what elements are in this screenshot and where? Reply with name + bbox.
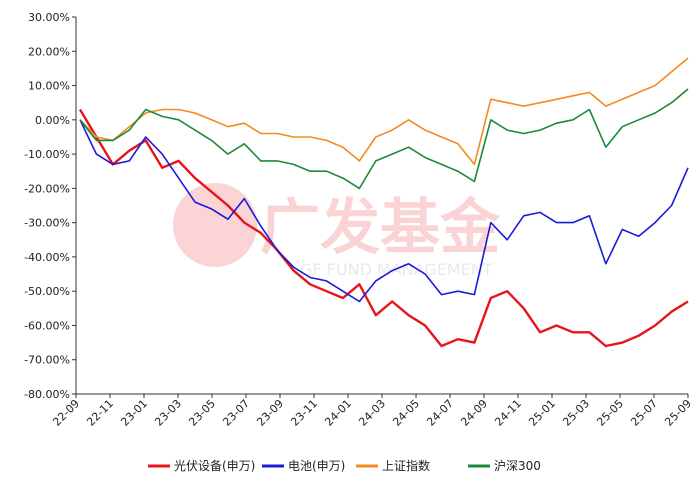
series-line	[78, 108, 689, 348]
x-tick-label: 23-01	[118, 397, 150, 429]
legend-label: 沪深300	[494, 459, 541, 473]
watermark: 广发基金 GF FUND MANAGEMENT	[173, 183, 501, 279]
x-tick-label: 24-11	[492, 397, 524, 429]
watermark-cn: 广发基金	[260, 193, 501, 263]
series-line	[79, 88, 689, 190]
legend-label: 光伏设备(申万)	[174, 459, 255, 473]
watermark-logo-icon	[173, 183, 257, 267]
y-tick-label: -70.00%	[24, 354, 70, 367]
y-tick-label: -40.00%	[24, 251, 70, 264]
x-tick-label: 25-07	[628, 397, 660, 429]
x-tick-label: 22-09	[50, 397, 82, 429]
series-line	[79, 119, 689, 303]
x-tick-label: 24-03	[356, 397, 388, 429]
y-tick-label: -60.00%	[24, 319, 70, 332]
x-tick-label: 24-09	[458, 397, 490, 429]
x-tick-label: 22-11	[84, 397, 116, 429]
x-tick-label: 25-03	[560, 397, 592, 429]
x-tick-label: 25-09	[662, 397, 694, 429]
y-axis: 30.00% 20.00% 10.00% 0.00% -10.00% -20.00% -30…	[24, 11, 76, 401]
y-tick-label: -80.00%	[24, 388, 70, 401]
legend: 光伏设备(申万) 电池(申万) 上证指数 沪深300	[148, 458, 541, 473]
x-tick-label: 23-03	[152, 397, 184, 429]
y-tick-label: 10.00%	[28, 80, 70, 93]
y-tick-label: -20.00%	[24, 182, 70, 195]
series-group	[78, 57, 689, 348]
x-tick-label: 25-01	[526, 397, 558, 429]
y-tick-label: -50.00%	[24, 285, 70, 298]
legend-label: 上证指数	[382, 458, 430, 473]
x-tick-label: 23-11	[288, 397, 320, 429]
legend-label: 电池(申万)	[288, 459, 345, 473]
y-tick-label: 30.00%	[28, 11, 70, 24]
x-tick-label: 23-07	[220, 397, 252, 429]
series-line	[79, 57, 689, 166]
x-tick-label: 24-05	[390, 397, 422, 429]
x-tick-label: 24-07	[424, 397, 456, 429]
y-tick-label: 20.00%	[28, 45, 70, 58]
x-tick-label: 24-01	[322, 397, 354, 429]
x-axis: 22-09 22-11 23-01 23-03 23-05 23-07 23-09 23-11…	[50, 394, 694, 429]
x-tick-label: 23-05	[186, 397, 218, 429]
y-tick-label: -30.00%	[24, 217, 70, 230]
x-tick-label: 23-09	[254, 397, 286, 429]
y-tick-label: 0.00%	[35, 114, 70, 127]
x-tick-label: 25-05	[594, 397, 626, 429]
y-tick-label: -10.00%	[24, 148, 70, 161]
